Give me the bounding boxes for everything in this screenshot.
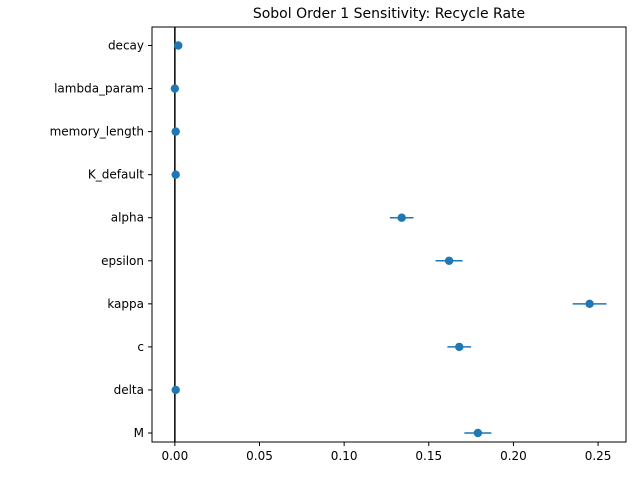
data-point	[473, 428, 483, 438]
data-point	[171, 127, 180, 136]
x-tick-label: 0.25	[585, 449, 612, 463]
y-tick-label: c	[137, 340, 144, 354]
data-point	[170, 84, 180, 93]
y-tick-label: lambda_param	[54, 82, 144, 96]
y-tick-label: alpha	[111, 211, 144, 225]
chart-title: Sobol Order 1 Sensitivity: Recycle Rate	[253, 6, 525, 22]
y-tick-label: delta	[114, 383, 144, 397]
y-tick-label: K_default	[88, 168, 144, 182]
y-tick-label: epsilon	[101, 254, 144, 268]
data-point	[585, 299, 594, 309]
x-tick-label: 0.00	[161, 449, 188, 463]
y-tick-label: kappa	[107, 297, 144, 311]
data-point	[174, 41, 183, 50]
data-point	[455, 342, 464, 352]
x-tick-label: 0.15	[415, 449, 442, 463]
data-point	[444, 256, 454, 265]
x-tick-label: 0.20	[500, 449, 527, 463]
x-tick-label: 0.05	[246, 449, 273, 463]
y-tick-label: decay	[108, 39, 144, 53]
y-tick-label: memory_length	[50, 125, 144, 139]
x-tick-label: 0.10	[331, 449, 358, 463]
data-point	[171, 170, 180, 179]
data-point	[397, 213, 406, 222]
plot-frame	[151, 26, 627, 443]
data-point	[171, 385, 180, 395]
y-tick-label: M	[134, 426, 144, 440]
